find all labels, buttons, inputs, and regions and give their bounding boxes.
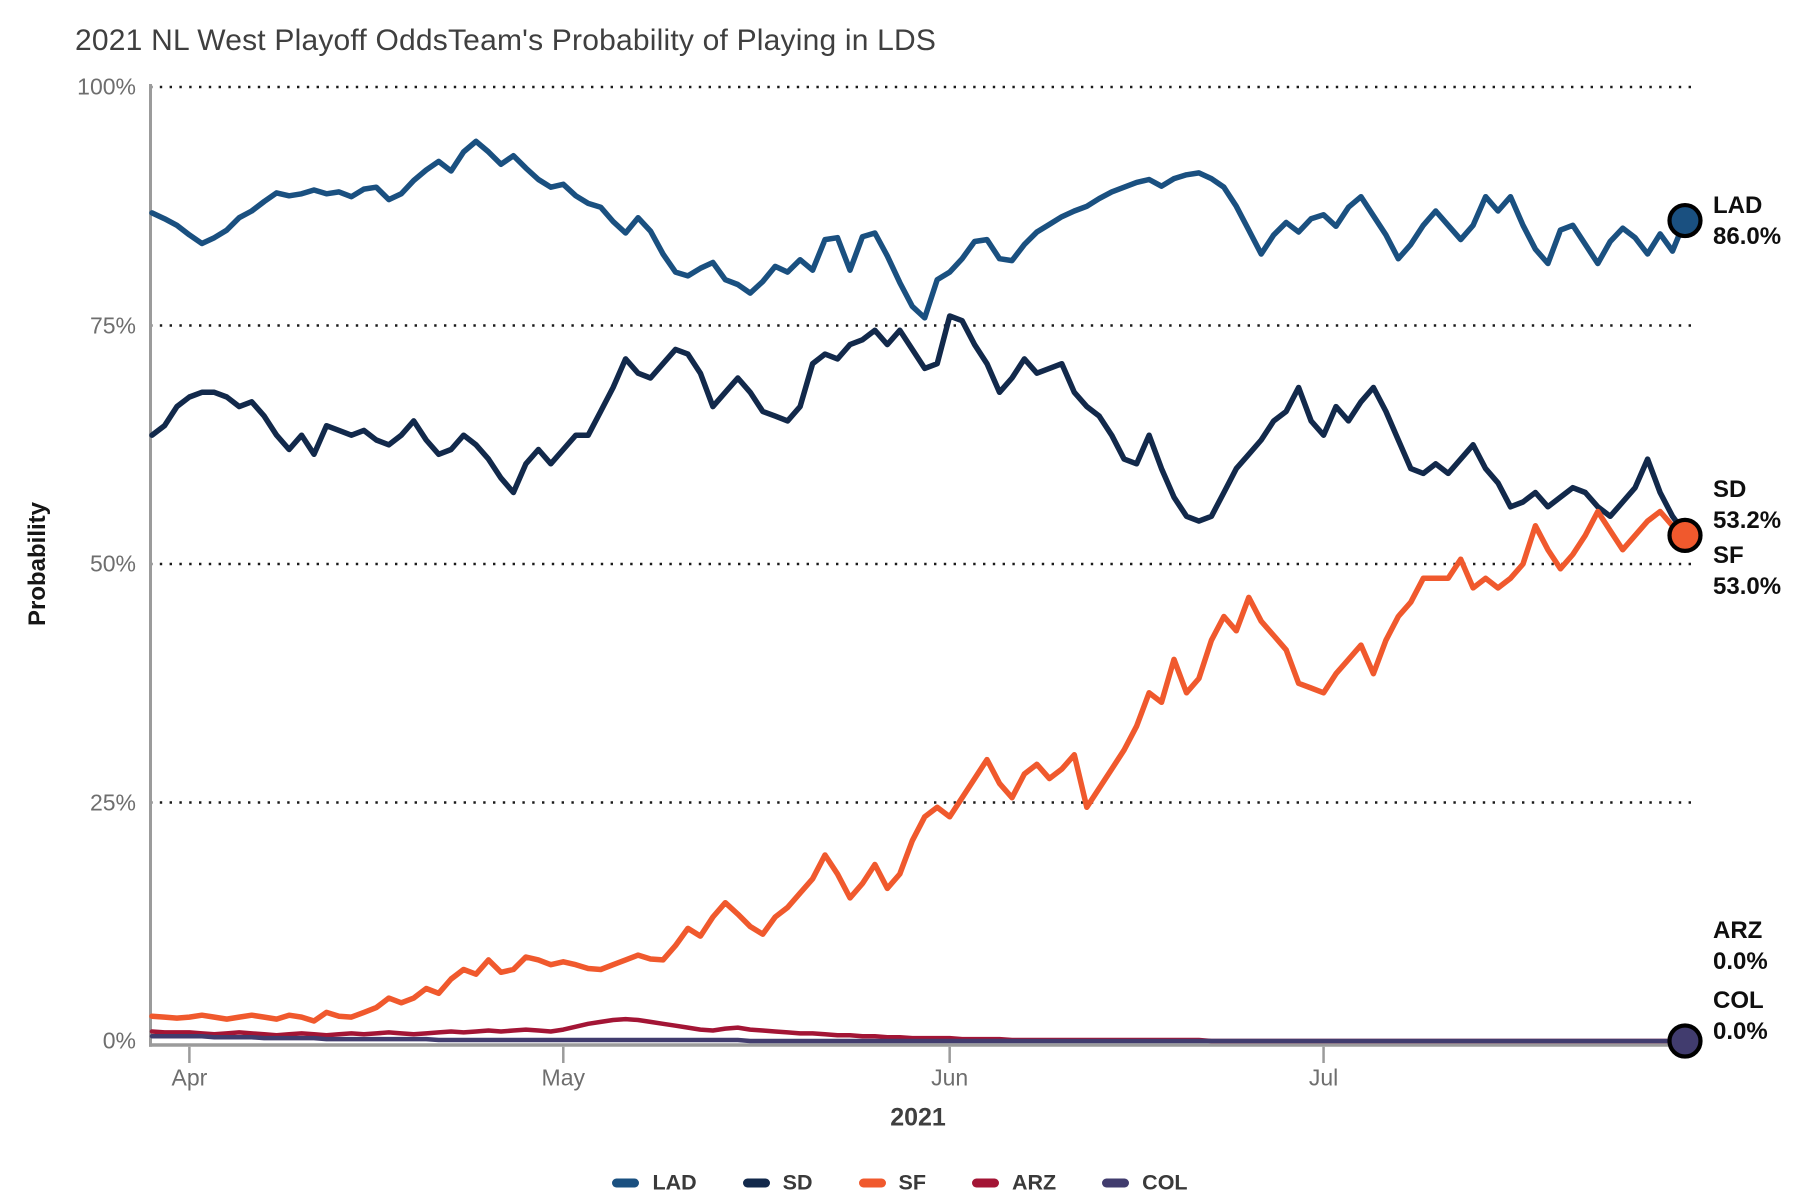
- legend-swatch-icon-sd: [742, 1178, 770, 1188]
- series-end-name-sd: SD: [1713, 476, 1747, 504]
- series-end-label-lad: LAD 86.0%: [1713, 190, 1781, 252]
- series-end-value-lad: 86.0%: [1713, 222, 1782, 250]
- chart-title: 2021 NL West Playoff OddsTeam's Probabil…: [75, 24, 936, 58]
- y-tick-label-0: 0%: [102, 1027, 136, 1054]
- legend-item-arz: ARZ: [971, 1170, 1057, 1196]
- legend-label-sd: SD: [782, 1170, 813, 1195]
- series-end-name-col: COL: [1713, 987, 1764, 1014]
- series-line-sf: [149, 508, 1688, 1024]
- legend-swatch-icon-sf: [858, 1178, 886, 1188]
- series-end-label-sd: SD 53.2%: [1713, 474, 1781, 536]
- legend-swatch-icon-lad: [612, 1178, 640, 1188]
- legend-label-arz: ARZ: [1011, 1170, 1057, 1195]
- y-tick-label-100: 100%: [77, 73, 136, 100]
- chart-subtitle: Team's Probability of Playing in LDS: [447, 24, 937, 57]
- series-end-value-arz: 0.0%: [1713, 948, 1768, 975]
- legend-item-sd: SD: [742, 1170, 813, 1196]
- x-tick-label-may: May: [541, 1064, 586, 1091]
- y-tick-label-25: 25%: [89, 789, 136, 815]
- series-end-label-sf: SF 53.0%: [1713, 540, 1781, 602]
- legend: LAD SD SF ARZ COL: [0, 1171, 1800, 1196]
- series-end-label-arz: ARZ 0.0%: [1713, 915, 1768, 977]
- x-tick-label-apr: Apr: [171, 1064, 208, 1091]
- legend-label-lad: LAD: [652, 1170, 697, 1195]
- legend-item-sf: SF: [858, 1170, 926, 1196]
- series-end-value-sd: 53.2%: [1713, 507, 1782, 535]
- end-marker-col: [1667, 1023, 1703, 1059]
- y-tick-label-50: 50%: [89, 550, 136, 577]
- legend-label-sf: SF: [898, 1170, 926, 1195]
- series-end-name-arz: ARZ: [1713, 917, 1763, 944]
- x-axis-title: 2021: [890, 1103, 946, 1132]
- series-line-lad: [149, 138, 1688, 321]
- series-end-value-sf: 53.0%: [1713, 573, 1782, 601]
- legend-label-col: COL: [1142, 1170, 1188, 1195]
- legend-swatch-icon-arz: [971, 1178, 999, 1188]
- series-line-sd: [149, 313, 1688, 537]
- legend-swatch-icon-col: [1102, 1178, 1130, 1188]
- x-tick-label-jul: Jul: [1308, 1064, 1339, 1091]
- end-marker-sf: [1667, 517, 1703, 553]
- chart-title-main: 2021 NL West Playoff Odds: [75, 24, 448, 57]
- series-end-value-col: 0.0%: [1713, 1018, 1768, 1045]
- series-end-label-col: COL 0.0%: [1713, 985, 1768, 1047]
- series-line-col: [149, 1033, 1688, 1044]
- series-end-name-sf: SF: [1713, 542, 1744, 570]
- end-marker-lad: [1667, 202, 1703, 239]
- x-tick-label-jun: Jun: [931, 1064, 969, 1091]
- series-end-name-lad: LAD: [1713, 191, 1763, 219]
- legend-item-col: COL: [1102, 1170, 1188, 1196]
- legend-item-lad: LAD: [612, 1170, 697, 1196]
- y-tick-label-75: 75%: [89, 312, 136, 338]
